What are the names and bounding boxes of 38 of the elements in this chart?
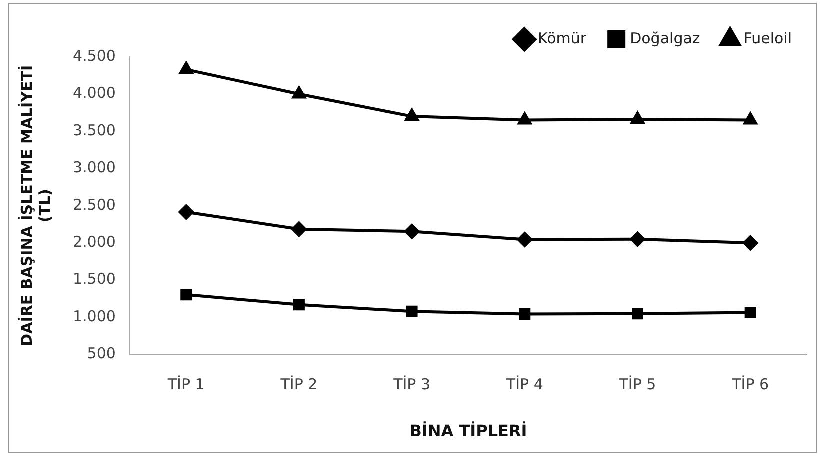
point: [743, 236, 758, 251]
point: [631, 112, 644, 124]
x-tick-label: TİP 2: [280, 376, 318, 394]
point: [518, 112, 532, 125]
y-axis-title: DAİRE BAŞINA İŞLETME MALİYETİ (TL): [18, 65, 54, 346]
point: [517, 232, 532, 248]
y-tick-label: 4.000: [72, 84, 116, 102]
point: [292, 222, 307, 237]
y-tick-label: 1.500: [72, 270, 116, 288]
point: [744, 306, 756, 318]
x-tick-label: TİP 1: [166, 376, 205, 394]
point: [744, 112, 758, 125]
y-tick-label: 3.000: [72, 158, 116, 177]
legend-label: Fueloil: [744, 29, 792, 48]
x-tick-label: TİP 6: [731, 376, 770, 394]
y-tick-label: 1.000: [72, 307, 116, 326]
legend-label: Kömür: [538, 29, 588, 48]
y-tick-label: 2.000: [72, 233, 116, 252]
y-tick-label: 2.500: [72, 196, 116, 214]
point: [292, 86, 306, 99]
point: [180, 62, 194, 74]
point: [180, 289, 192, 301]
point: [406, 306, 418, 318]
x-tick-label: TİP 4: [505, 376, 544, 394]
point: [632, 308, 644, 320]
y-tick-label: 3.500: [72, 121, 116, 140]
point: [630, 232, 646, 247]
y-tick-label: 4.500: [72, 46, 116, 65]
x-tick-label: TİP 3: [392, 376, 431, 394]
point: [293, 299, 305, 311]
point: [178, 204, 194, 220]
point: [519, 308, 531, 320]
x-axis-title: BİNA TİPLERİ: [410, 422, 528, 441]
x-tick-label: TİP 5: [618, 376, 656, 394]
legend-label: Doğalgaz: [630, 29, 700, 48]
y-tick-label: 500: [87, 344, 116, 363]
point: [404, 224, 420, 240]
point: [405, 109, 419, 122]
